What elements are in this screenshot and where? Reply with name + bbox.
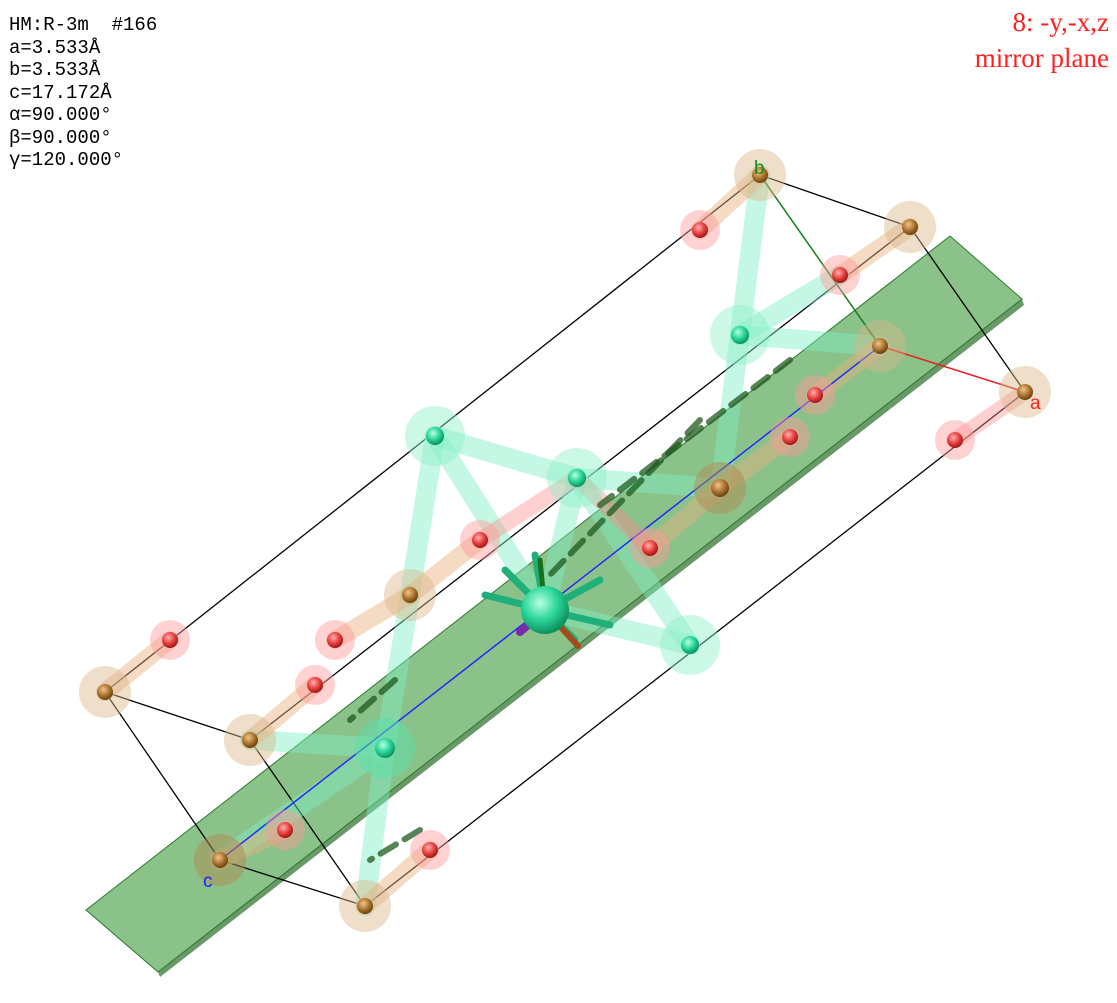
oxygen-atom — [315, 620, 355, 660]
oxygen-atom — [410, 830, 450, 870]
brown-atom — [854, 320, 906, 372]
brown-atom — [999, 366, 1051, 418]
brown-atom — [734, 149, 786, 201]
green-atom — [660, 615, 720, 675]
oxygen-atom — [770, 417, 810, 457]
green-atoms — [355, 305, 770, 778]
brown-atom — [194, 834, 246, 886]
cell-c-length: c=17.172Å — [9, 81, 112, 104]
brown-atom — [339, 880, 391, 932]
brown-atom — [884, 201, 936, 253]
c-axis-label: c — [203, 871, 213, 892]
brown-atom — [694, 462, 746, 514]
b-axis-label: b — [754, 158, 765, 179]
green-atom — [547, 448, 607, 508]
oxygen-atom — [265, 810, 305, 850]
oxygen-atom — [795, 375, 835, 415]
space-group-label: HM:R-3m #166 — [9, 14, 158, 36]
oxygen-atom — [935, 420, 975, 460]
cell-beta-angle: β=90.000° — [9, 126, 112, 149]
brown-atoms — [79, 149, 1051, 932]
cell-b-length: b=3.533Å — [9, 59, 101, 81]
b-axis-line — [759, 174, 881, 347]
oxygen-atom — [460, 520, 500, 560]
oxygen-atom — [820, 255, 860, 295]
oxygen-atom — [295, 665, 335, 705]
cell-a-length: a=3.533Å — [9, 36, 101, 59]
oxygen-atom — [150, 620, 190, 660]
brown-atom — [384, 569, 436, 621]
oxygen-atoms — [150, 210, 975, 870]
green-atom — [355, 718, 415, 778]
oxygen-atom — [630, 528, 670, 568]
brown-atom — [79, 666, 131, 718]
green-atom — [710, 305, 770, 365]
symmetry-operation-info: 8: -y,-x,z mirror plane — [975, 4, 1109, 76]
oxygen-atom — [680, 210, 720, 250]
cell-gamma-angle: γ=120.000° — [9, 149, 124, 171]
symmetry-description: mirror plane — [974, 43, 1109, 73]
brown-atom — [224, 714, 276, 766]
a-axis-line — [879, 345, 1026, 393]
cell-parameters: HM:R-3m #166 a=3.533Å b=3.533Å c=17.172Å… — [9, 14, 157, 172]
green-atom — [405, 406, 465, 466]
cell-alpha-angle: α=90.000° — [9, 104, 112, 126]
a-axis-label: a — [1030, 393, 1041, 414]
central-green-atom — [521, 586, 569, 634]
symmetry-operator: 8: -y,-x,z — [1012, 7, 1109, 37]
